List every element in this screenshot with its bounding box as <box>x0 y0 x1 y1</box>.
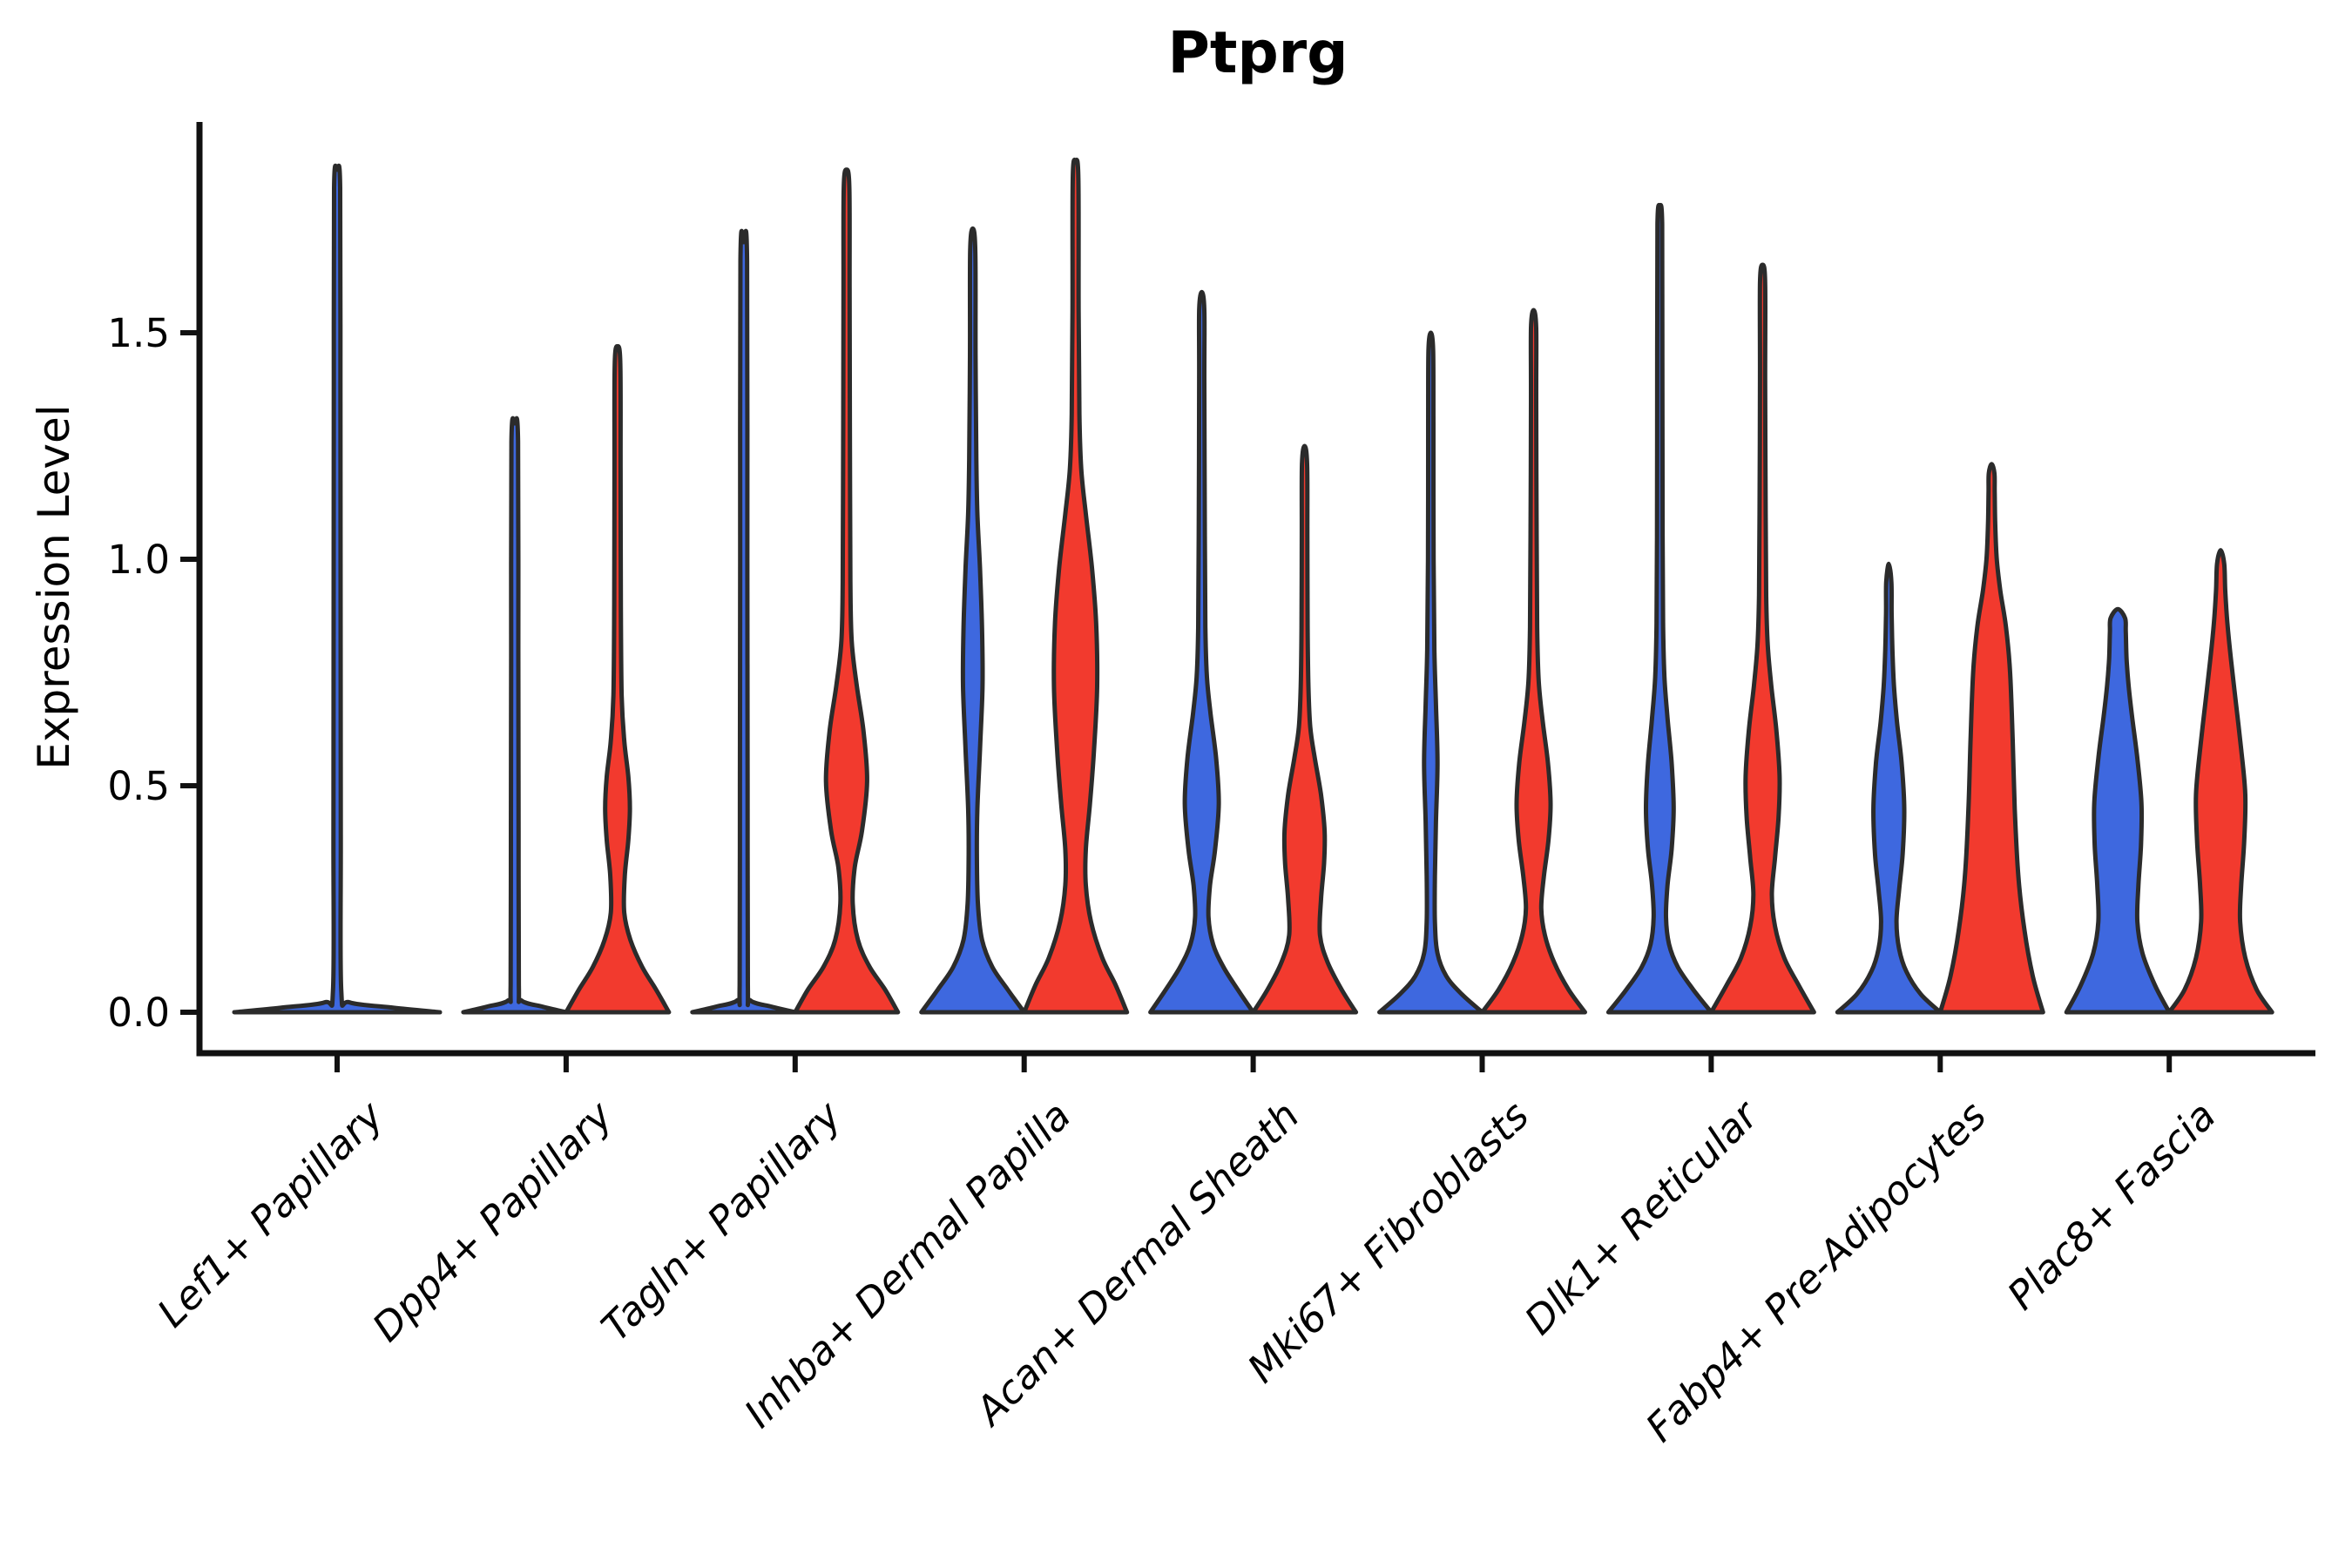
violin-red-dpp4 <box>564 344 672 1015</box>
violin-red-tagln <box>793 167 901 1015</box>
y-axis-title: Expression Level <box>29 404 79 770</box>
chart-title: Ptprg <box>1167 19 1348 86</box>
y-tick-label-0.5: 0.5 <box>107 763 170 809</box>
violin-blue-dlk1 <box>1605 202 1713 1015</box>
violin-red-fabp4 <box>1937 462 2045 1015</box>
violin-red-plac8 <box>2166 548 2274 1015</box>
y-tick-label-1.5: 1.5 <box>107 310 170 356</box>
violin-blue-tagln <box>690 228 798 1015</box>
y-tick-label-1.0: 1.0 <box>107 537 170 583</box>
violin-blue-inhba <box>919 226 1027 1015</box>
violin-blue-mki67 <box>1377 330 1484 1015</box>
violin-blue-plac8 <box>2064 606 2172 1015</box>
violin-blue-acan <box>1148 289 1256 1015</box>
violin-red-mki67 <box>1480 308 1587 1015</box>
violin-red-acan <box>1251 443 1359 1015</box>
violin-blue-lef1 <box>232 163 443 1015</box>
violin-red-dlk1 <box>1708 262 1816 1015</box>
violin-blue-fabp4 <box>1835 561 1943 1015</box>
violin-blue-dpp4 <box>461 416 569 1015</box>
violin-red-inhba <box>1022 157 1130 1015</box>
y-tick-label-0.0: 0.0 <box>107 990 170 1036</box>
